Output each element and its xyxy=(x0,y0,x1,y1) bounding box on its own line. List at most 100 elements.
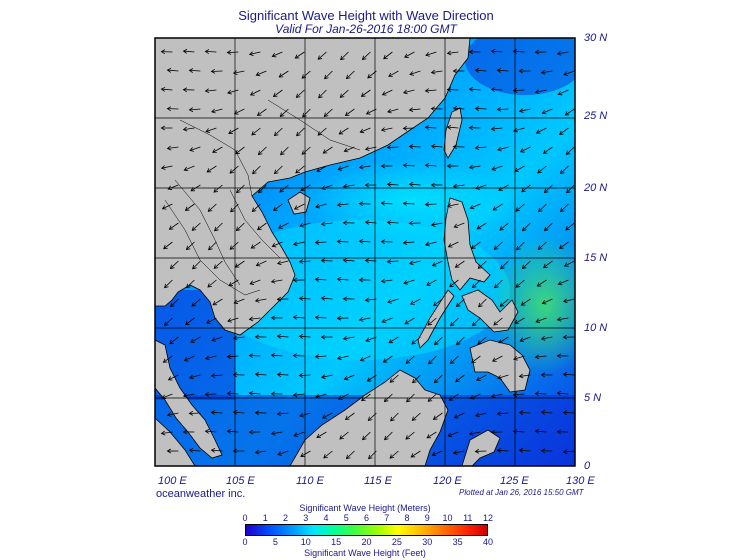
wave-arrow xyxy=(208,241,217,251)
malay-peninsula xyxy=(155,339,223,459)
wave-arrow xyxy=(365,298,377,301)
wave-arrow xyxy=(469,88,481,91)
wave-arrow xyxy=(338,393,349,400)
wave-arrow xyxy=(316,431,327,438)
wave-arrow xyxy=(538,203,547,213)
wave-arrow-head xyxy=(210,448,216,453)
wave-arrow xyxy=(368,450,377,460)
wave-arrow xyxy=(497,374,509,379)
wave-arrow xyxy=(453,184,465,187)
wave-arrow xyxy=(167,69,179,72)
wave-arrow xyxy=(236,222,245,231)
wave-arrow-head xyxy=(212,301,218,306)
wave-arrow xyxy=(447,51,459,54)
wave-arrow xyxy=(185,203,195,211)
wave-arrow-head xyxy=(564,111,570,116)
wave-arrow xyxy=(522,222,531,232)
wave-arrow-head xyxy=(169,264,175,270)
wave-arrow-head xyxy=(361,396,366,402)
wave-arrow-head xyxy=(563,262,569,267)
wave-arrow xyxy=(410,450,421,458)
wave-arrow-head xyxy=(301,150,307,155)
wave-arrow xyxy=(497,69,509,72)
wave-arrow-head xyxy=(556,429,562,435)
wave-arrow-head xyxy=(358,164,364,170)
wave-arrow-head xyxy=(192,264,197,270)
wave-arrow-head xyxy=(233,299,239,305)
wave-arrow-head xyxy=(160,165,166,170)
wave-arrow xyxy=(189,449,201,452)
wave-arrow xyxy=(383,51,393,60)
wave-arrow-head xyxy=(490,48,496,54)
wave-arrow-head xyxy=(272,206,278,211)
lon-label-115e: 115 E xyxy=(364,475,392,487)
wave-arrow-head xyxy=(563,71,569,76)
wave-arrow xyxy=(213,184,223,193)
wave-arrow xyxy=(255,450,267,454)
wave-arrow-head xyxy=(471,358,476,364)
wave-arrow-head xyxy=(190,187,196,192)
wave-arrow-head xyxy=(336,239,342,244)
wave-arrow xyxy=(519,449,531,452)
wave-arrow xyxy=(450,355,459,364)
wave-arrow xyxy=(557,392,569,395)
wave-arrow-head xyxy=(540,336,546,341)
wave-arrow xyxy=(564,260,575,267)
wave-arrow xyxy=(471,355,481,363)
wave-arrow-head xyxy=(452,144,458,150)
wave-arrow-head xyxy=(359,128,365,134)
wave-arrow-head xyxy=(540,409,546,415)
wave-arrow xyxy=(434,336,443,345)
wave-arrow-head xyxy=(516,245,521,251)
wave-arrow xyxy=(448,241,459,248)
wave-arrow xyxy=(295,165,305,174)
wave-arrow xyxy=(412,374,421,384)
wave-arrow xyxy=(211,108,223,113)
wave-arrow-head xyxy=(344,111,350,116)
wave-arrow xyxy=(169,336,179,345)
wave-arrow xyxy=(425,89,437,92)
wave-arrow-head xyxy=(424,125,430,130)
wave-arrow-head xyxy=(367,73,372,79)
wave-arrow-head xyxy=(292,314,298,320)
wave-arrow-head xyxy=(229,169,235,174)
wave-arrow xyxy=(560,165,569,174)
wave-arrow-head xyxy=(314,240,320,245)
wave-arrow xyxy=(169,222,179,230)
wave-arrow-head xyxy=(185,320,190,326)
wave-arrow-head xyxy=(380,200,386,206)
wave-arrow-head xyxy=(556,353,562,359)
wave-arrow xyxy=(299,297,311,300)
east-philippine-high xyxy=(490,235,575,375)
wave-arrow xyxy=(388,336,399,344)
wave-arrow xyxy=(537,165,547,174)
wave-arrow xyxy=(365,146,377,150)
wave-arrow-head xyxy=(456,340,461,346)
wave-arrow-head xyxy=(558,130,564,136)
wave-arrow-head xyxy=(296,131,301,137)
wave-arrow-head xyxy=(494,283,499,289)
wave-arrow-head xyxy=(519,337,525,343)
wave-arrow xyxy=(338,127,349,135)
wave-arrow xyxy=(251,127,261,136)
wave-arrow xyxy=(475,107,487,110)
wave-arrow-head xyxy=(279,112,285,117)
wave-arrow-head xyxy=(490,393,496,399)
wave-arrow-head xyxy=(453,223,459,229)
wave-arrow-head xyxy=(382,358,388,363)
wave-arrow xyxy=(433,298,443,306)
wave-arrow xyxy=(409,145,421,148)
wave-arrow-head xyxy=(514,167,519,172)
wave-arrow-head xyxy=(166,412,172,417)
wave-arrow xyxy=(280,146,289,156)
wave-arrow xyxy=(541,411,553,414)
wave-arrow-head xyxy=(204,391,210,397)
wave-arrow xyxy=(214,222,223,232)
wave-arrow-head xyxy=(387,299,392,304)
wave-arrow-head xyxy=(270,391,276,397)
wave-arrow-head xyxy=(512,88,518,93)
wave-arrow xyxy=(346,70,355,79)
wave-arrow xyxy=(384,431,393,441)
wave-arrow xyxy=(346,450,355,459)
wave-arrow-head xyxy=(562,449,568,455)
